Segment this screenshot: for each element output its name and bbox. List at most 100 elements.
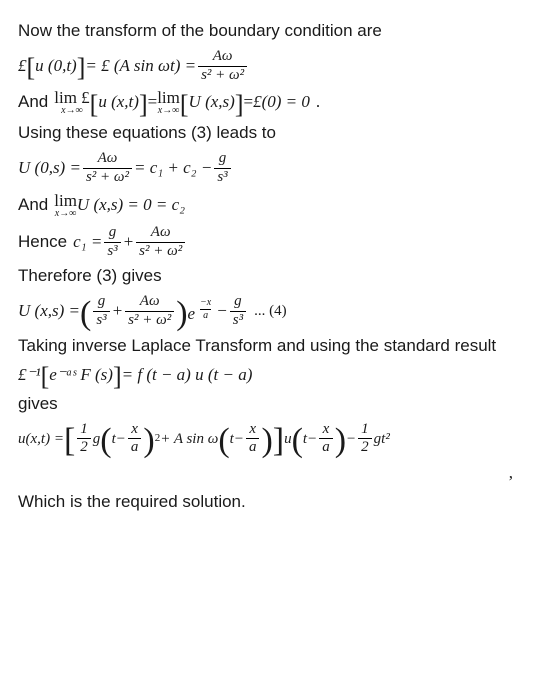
d: s³ (214, 168, 230, 186)
n: g (95, 294, 109, 311)
n: g (231, 294, 245, 311)
num: Aω (210, 49, 236, 66)
para-5: Which is the required solution. (18, 491, 533, 514)
frac-gs3-b: g s³ (104, 225, 120, 260)
d: a (319, 438, 333, 456)
eq-final: u(x,t) = [ 1 2 g ( t − x a )2 + A sin ω … (18, 422, 533, 457)
m1: − (116, 429, 126, 449)
eq-c1: Hence c₁ = g s³ + Aω s² + ω² (18, 225, 533, 260)
uxseq: U (x,s) = (18, 300, 80, 323)
eq-limU: And lim x→∞ U (x,s) = 0 = c₂ (18, 192, 533, 219)
n: Aω (95, 151, 121, 168)
eas: e⁻ᵃˢ F (s) (49, 364, 113, 387)
and-1: And (18, 91, 48, 114)
m2: − (234, 429, 244, 449)
hence: Hence (18, 231, 67, 254)
eq-transform-bc: £ [ u (0,t) ] = £ ( A sin ωt ) = Aω s² +… (18, 49, 533, 84)
frac-gs3: g s³ (214, 151, 230, 186)
e-exp: e−xa (188, 298, 217, 326)
lim-text: lim £ (54, 89, 89, 106)
f3: g s³ (230, 294, 246, 329)
lim-3: lim x→∞ (54, 192, 77, 219)
ftau: = f (t − a) u (t − a) (122, 364, 253, 387)
lim-1: lim £ x→∞ (54, 89, 89, 116)
limUxs0: U (x,s) = 0 = c₂ (77, 194, 185, 217)
lim-under: x→∞ (61, 106, 83, 116)
frac-aw2: Aω s² + ω² (136, 225, 185, 260)
linv: £⁻¹ (18, 364, 41, 387)
d: 2 (77, 438, 91, 456)
n: x (246, 422, 259, 439)
gives: gives (18, 393, 533, 416)
para-1: Now the transform of the boundary condit… (18, 20, 533, 43)
d: s² + ω² (136, 242, 185, 260)
plus: + (123, 231, 134, 254)
laplace-symbol: £ (18, 55, 27, 78)
asin: + A sin ω (160, 429, 218, 449)
lim-u: x→∞ (55, 209, 77, 219)
m4: − (346, 429, 356, 449)
eq-limit: And lim £ x→∞ [ u (x,t) ] = lim x→∞ [ U … (18, 89, 533, 116)
eq-part2: ) = (175, 55, 196, 78)
xa3: x a (319, 422, 333, 457)
n: x (320, 422, 333, 439)
para-3: Therefore (3) gives (18, 265, 533, 288)
n: x (128, 422, 141, 439)
d: s³ (230, 311, 246, 329)
half2: 1 2 (358, 422, 372, 457)
xa2: x a (246, 422, 260, 457)
d: a (128, 438, 142, 456)
f2: Aω s² + ω² (125, 294, 174, 329)
period: . (316, 91, 320, 114)
eq-4: U (x,s) = ( g s³ + Aω s² + ω² ) e−xa − g… (18, 294, 533, 329)
lim-text-2: lim (157, 89, 180, 106)
n: 1 (77, 422, 91, 439)
comma: , (509, 462, 513, 485)
d: s² + ω² (125, 311, 174, 329)
lim-2: lim x→∞ (157, 89, 180, 116)
and-2: And (18, 194, 48, 217)
tag-4: ... (4) (254, 301, 287, 321)
eq-sign-2: = (243, 91, 253, 114)
eq-inverse: £⁻¹ [ e⁻ᵃˢ F (s) ] = f (t − a) u (t − a) (18, 364, 533, 387)
u-heav: u (284, 429, 292, 449)
frac-aw-s2w2: Aω s² + ω² (198, 49, 247, 84)
u0s: U (0,s) = (18, 157, 81, 180)
eq-part: = £ ( (85, 55, 119, 78)
g-1: g (93, 429, 101, 449)
lim-t: lim (54, 192, 77, 209)
m3: − (307, 429, 317, 449)
d: s² + ω² (83, 168, 132, 186)
c1c2: = c₁ + c₂ − (134, 157, 212, 180)
n: Aω (148, 225, 174, 242)
plus2: + (112, 300, 123, 323)
f1: g s³ (93, 294, 109, 329)
d: 2 (358, 438, 372, 456)
eq-sign: = (148, 91, 158, 114)
eq-u0s: U (0,s) = Aω s² + ω² = c₁ + c₂ − g s³ (18, 151, 533, 186)
half: 1 2 (77, 422, 91, 457)
frac1: Aω s² + ω² (83, 151, 132, 186)
den: s² + ω² (198, 66, 247, 84)
lim-under-2: x→∞ (158, 106, 180, 116)
u01: u (0,t) (35, 55, 77, 78)
n: g (216, 151, 230, 168)
asinwt: A sin ωt (120, 55, 175, 78)
c1eq: c₁ = (73, 231, 102, 254)
gt2: gt² (374, 429, 390, 449)
para-4: Taking inverse Laplace Transform and usi… (18, 335, 533, 358)
xa1: x a (128, 422, 142, 457)
para-2: Using these equations (3) leads to (18, 122, 533, 145)
d: a (246, 438, 260, 456)
final-comma: , (18, 462, 533, 485)
n: Aω (137, 294, 163, 311)
d: s³ (93, 311, 109, 329)
minus: − (216, 300, 227, 323)
uxt-eq: u(x,t) = (18, 429, 64, 449)
Uxs: U (x,s) (189, 91, 235, 114)
l0: £(0) = 0 (253, 91, 310, 114)
n: g (106, 225, 120, 242)
d: s³ (104, 242, 120, 260)
uxt: u (x,t) (98, 91, 139, 114)
n: 1 (358, 422, 372, 439)
